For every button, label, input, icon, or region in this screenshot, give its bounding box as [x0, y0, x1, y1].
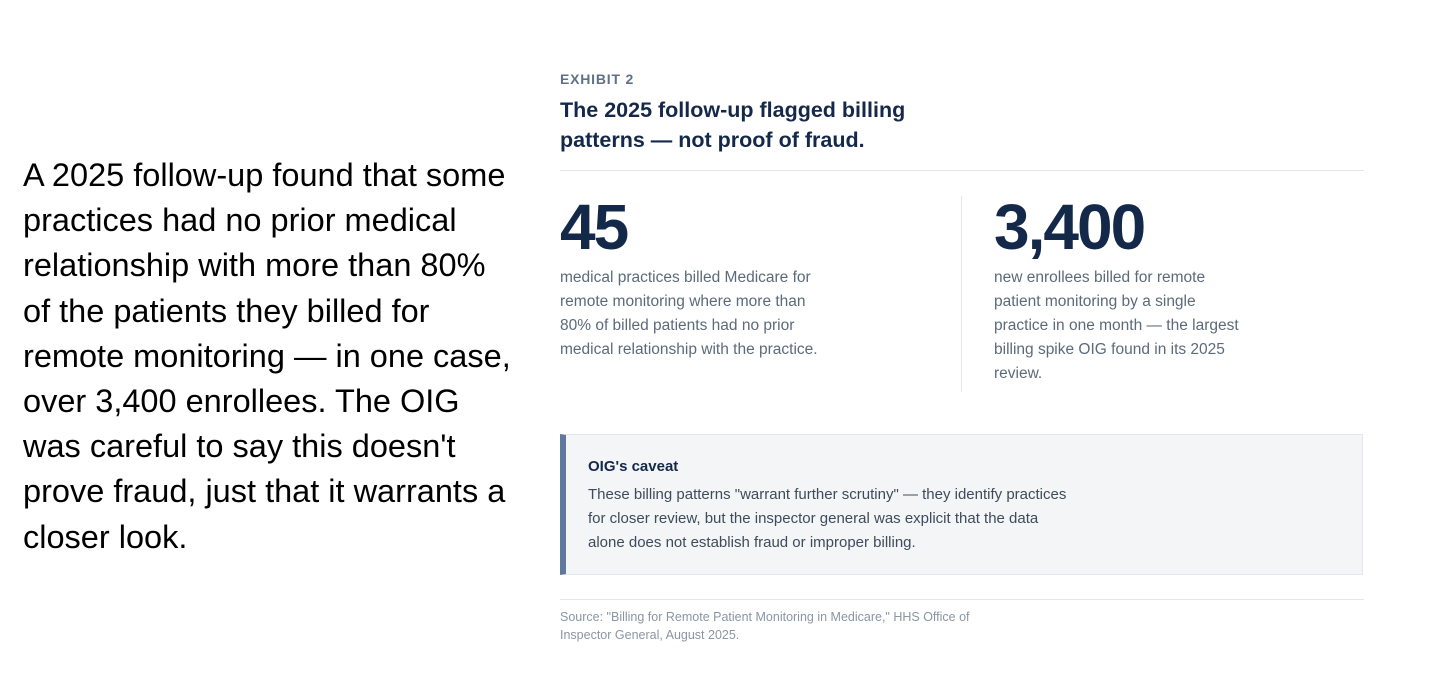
exhibit-panel: EXHIBIT 2 The 2025 follow-up flagged bil… [560, 0, 1364, 695]
stat-description: medical practices billed Medicare for re… [560, 269, 818, 358]
stat-value: 45 [560, 191, 629, 263]
bottom-divider [560, 599, 1364, 600]
exhibit-label: EXHIBIT 2 [560, 71, 635, 87]
stat-value: 3,400 [994, 191, 1146, 263]
caveat-body: These billing patterns "warrant further … [588, 486, 1067, 551]
caveat-callout: OIG's caveat These billing patterns "war… [560, 434, 1363, 575]
lead-paragraph: A 2025 follow-up found that some practic… [23, 157, 511, 555]
source-note: Source: "Billing for Remote Patient Moni… [560, 610, 970, 642]
stat-description: new enrollees billed for remote patient … [994, 269, 1239, 382]
stat-practices: 45 medical practices billed Medicare for… [560, 192, 920, 362]
exhibit-headline: The 2025 follow-up flagged billing patte… [560, 98, 906, 152]
top-divider [560, 170, 1364, 171]
stat-divider [961, 196, 962, 392]
caveat-title: OIG's caveat [588, 458, 679, 475]
stat-enrollees: 3,400 new enrollees billed for remote pa… [994, 192, 1364, 386]
